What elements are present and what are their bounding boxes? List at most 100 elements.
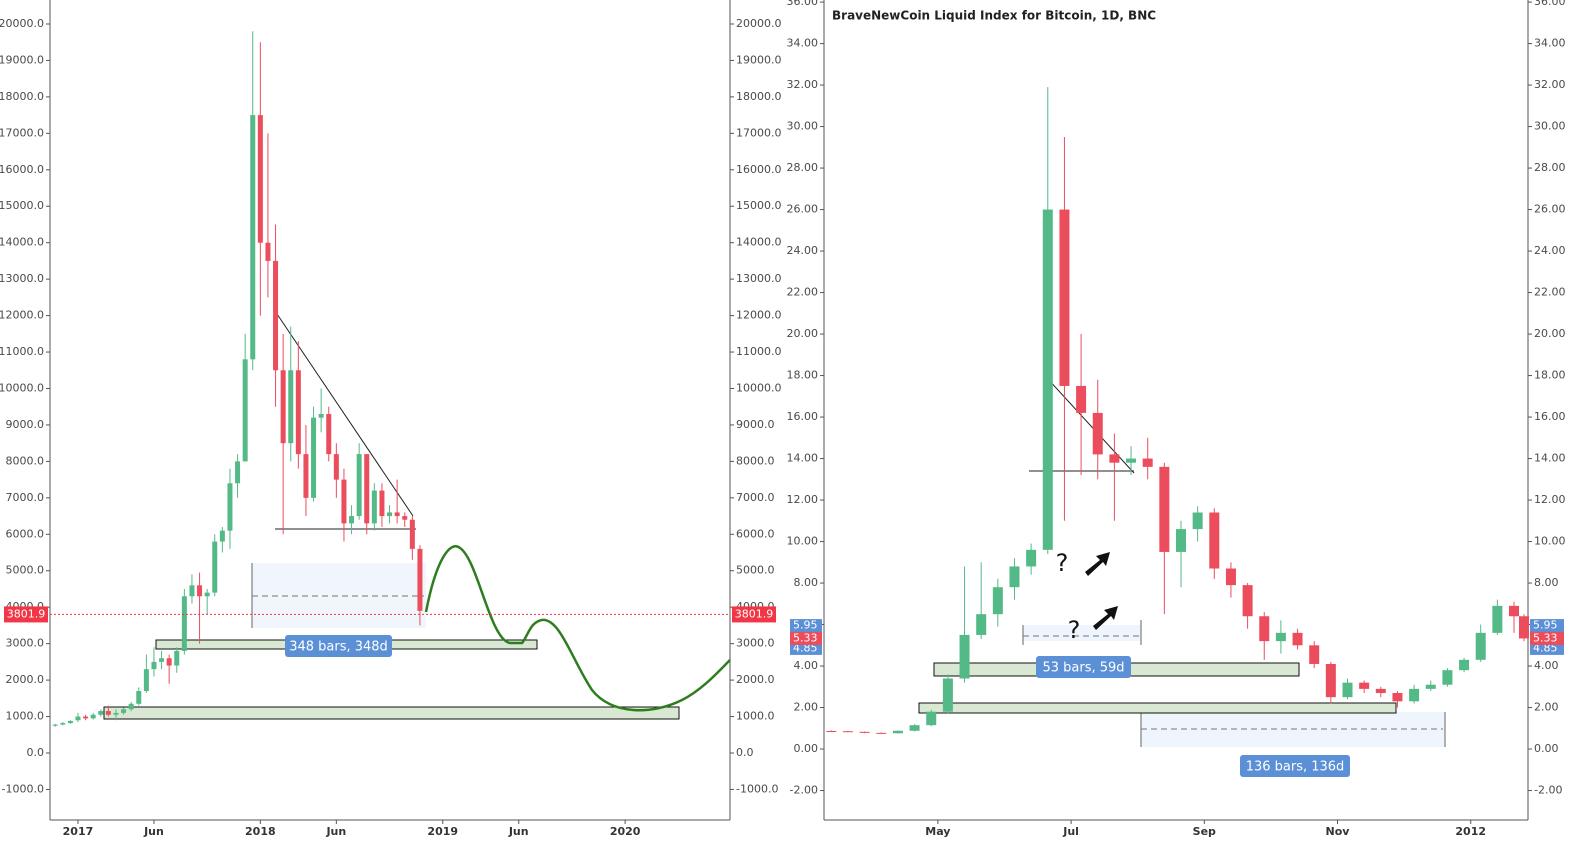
price-label-box: [1530, 619, 1564, 633]
candle-body: [1342, 682, 1353, 698]
y-tick-label: 7000.0: [736, 491, 775, 504]
y-tick-label: 18000.0: [736, 90, 782, 103]
y-tick-label: 3000.0: [736, 637, 775, 650]
y-tick-label: 13000.0: [0, 272, 44, 285]
x-tick-label: Sep: [1193, 825, 1216, 838]
y-tick-label: 12.00: [787, 493, 819, 506]
y-tick-label: 10000.0: [736, 381, 782, 394]
y-tick-label: 20.00: [787, 327, 819, 340]
x-tick-label: Jun: [143, 825, 164, 838]
y-tick-label: 32.00: [787, 78, 819, 91]
y-tick-label: 2000.0: [6, 673, 45, 686]
y-tick-label: 5000.0: [6, 564, 45, 577]
y-tick-label: 4.00: [1534, 659, 1559, 672]
y-tick-label: 16000.0: [736, 163, 782, 176]
candle-body: [876, 732, 887, 734]
y-tick-label: 26.00: [787, 203, 819, 216]
candle-body: [1359, 682, 1370, 689]
price-label: 3801.9: [735, 607, 774, 620]
price-label: 3801.9: [7, 607, 46, 620]
candle-body: [113, 712, 119, 715]
candle-body: [1109, 454, 1120, 463]
y-tick-label: 10000.0: [0, 381, 44, 394]
candle-body: [159, 658, 165, 662]
candle-body: [1126, 458, 1137, 463]
y-tick-label: 18000.0: [0, 90, 44, 103]
x-tick-label: Jun: [325, 825, 346, 838]
y-tick-label: 8000.0: [6, 454, 45, 467]
annotation: ?: [1068, 616, 1081, 644]
price-label: 5.33: [1533, 631, 1558, 644]
price-label-box: [4, 606, 48, 623]
y-tick-label: 14.00: [787, 452, 819, 465]
y-tick-label: 20000.0: [0, 17, 44, 30]
candle-body: [826, 730, 837, 732]
y-tick-label: 10.00: [787, 535, 819, 548]
price-label-box: [790, 641, 822, 655]
x-tick-label: Jun: [508, 825, 529, 838]
support-zone: [103, 706, 680, 720]
candle-body: [1225, 568, 1236, 586]
candle-body: [52, 724, 58, 726]
candle-body: [257, 115, 263, 243]
candle-body: [219, 530, 225, 542]
candle-body: [1192, 512, 1203, 530]
y-tick-label: 26.00: [1534, 203, 1566, 216]
candle-body: [166, 658, 172, 666]
range-box: [1023, 625, 1141, 641]
candle-body: [1242, 585, 1253, 617]
y-tick-label: 11000.0: [736, 345, 782, 358]
y-tick-label: 0.00: [1534, 742, 1559, 755]
y-tick-label: 18.00: [787, 369, 819, 382]
y-tick-label: 10.00: [1534, 535, 1566, 548]
right-drawings: [918, 377, 1446, 747]
candle-body: [212, 541, 218, 593]
y-tick-label: 13000.0: [736, 272, 782, 285]
candle-body: [341, 479, 347, 524]
y-tick-label: 3000.0: [6, 637, 45, 650]
y-tick-label: 16000.0: [0, 163, 44, 176]
candle-body: [1009, 566, 1020, 588]
candle-body: [280, 370, 286, 444]
y-tick-label: 8000.0: [736, 454, 775, 467]
candle-body: [174, 650, 180, 666]
price-label-box: [790, 619, 822, 633]
y-tick-label: 5000.0: [736, 564, 775, 577]
candle-body: [136, 691, 142, 704]
candle-body: [1492, 605, 1503, 633]
candle-body: [1509, 605, 1520, 617]
y-tick-label: 28.00: [787, 161, 819, 174]
x-tick-label: 2020: [610, 825, 641, 838]
candle-body: [265, 242, 271, 261]
candle-body: [1026, 549, 1037, 567]
candle-body: [60, 723, 66, 725]
candle-body: [349, 516, 355, 524]
arrow: [1093, 606, 1118, 630]
y-tick-label: 16.00: [1534, 410, 1566, 423]
candle-body: [235, 461, 241, 484]
candle-body: [105, 711, 111, 715]
annotation: ?: [1056, 549, 1069, 577]
candle-body: [295, 370, 301, 455]
y-tick-label: 22.00: [1534, 286, 1566, 299]
candle-body: [1309, 645, 1320, 664]
candle-body: [1042, 209, 1053, 550]
y-tick-label: 22.00: [787, 286, 819, 299]
candle-body: [242, 359, 248, 462]
y-tick-label: 28.00: [1534, 161, 1566, 174]
candle-body: [976, 614, 987, 635]
price-label-box: [1530, 631, 1564, 645]
y-tick-label: 20000.0: [736, 17, 782, 30]
candle-body: [394, 512, 400, 517]
candle-body: [842, 731, 853, 733]
y-tick-label: 0.0: [736, 746, 754, 759]
candle-body: [1209, 512, 1220, 569]
y-tick-label: 30.00: [1534, 120, 1566, 133]
candle-body: [1059, 209, 1070, 386]
candle-body: [1076, 385, 1087, 413]
candle-body: [151, 661, 157, 670]
candle-body: [189, 585, 195, 597]
y-tick-label: 8.00: [1534, 576, 1559, 589]
candle-body: [387, 512, 393, 517]
